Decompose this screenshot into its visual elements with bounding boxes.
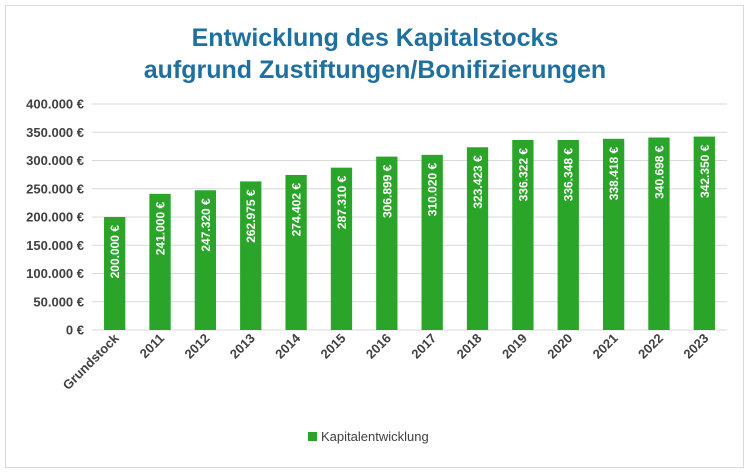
- bar-value-label: 336.348 €: [562, 148, 576, 202]
- y-tick-label: 400.000 €: [26, 97, 84, 112]
- chart-title-line-1: Entwicklung des Kapitalstocks: [192, 24, 559, 52]
- legend-label: Kapitalentwicklung: [321, 429, 429, 444]
- x-tick-label: 2016: [363, 331, 394, 362]
- bar-value-label: 342.350 €: [698, 144, 712, 198]
- bar: [240, 181, 262, 330]
- bar: [285, 174, 307, 330]
- bar: [557, 139, 579, 330]
- bar-value-label: 274.402 €: [290, 183, 304, 237]
- chart-title-line-2: aufgrund Zustiftungen/Bonifizierungen: [144, 56, 606, 84]
- bar-value-label: 200.000 €: [108, 225, 122, 279]
- y-tick-label: 100.000 €: [26, 266, 84, 281]
- y-axis-ticks: 0 € 50.000 € 100.000 € 150.000 € 200.000 € 25…: [26, 97, 84, 338]
- bar: [693, 136, 715, 330]
- bar: [421, 154, 443, 330]
- bar-value-label: 247.320 €: [199, 198, 213, 252]
- y-tick-label: 50.000 €: [33, 294, 84, 309]
- bars: [104, 136, 715, 330]
- bar-value-label: 287.310 €: [335, 175, 349, 229]
- bar-value-label: 306.899 €: [380, 164, 394, 218]
- bar: [376, 156, 398, 330]
- bar: [602, 138, 625, 330]
- bar: [648, 137, 670, 330]
- bar-value-label: 323.423 €: [471, 155, 485, 209]
- y-tick-label: 300.000 €: [26, 153, 84, 168]
- y-tick-label: 0 €: [66, 323, 84, 338]
- bar: [194, 190, 217, 330]
- bar-value-label: 241.000 €: [154, 202, 168, 256]
- x-tick-label: 2011: [137, 331, 168, 362]
- x-tick-label: Grundstock: [60, 330, 123, 393]
- x-tick-label: 2018: [454, 331, 485, 362]
- x-tick-label: 2015: [318, 331, 349, 362]
- x-tick-label: 2019: [499, 331, 530, 362]
- x-tick-label: 2022: [635, 331, 666, 362]
- bar-value-label: 340.698 €: [652, 145, 666, 199]
- y-tick-label: 200.000 €: [26, 210, 84, 225]
- x-tick-label: 2014: [272, 330, 304, 362]
- x-tick-label: 2020: [544, 331, 575, 362]
- x-tick-label: 2013: [227, 331, 258, 362]
- gridlines: [92, 103, 727, 331]
- legend: Kapitalentwicklung: [308, 429, 429, 444]
- x-tick-label: 2021: [590, 331, 621, 362]
- bar-value-label: 336.322 €: [516, 148, 530, 202]
- y-tick-label: 350.000 €: [26, 125, 84, 140]
- bar: [149, 193, 171, 330]
- y-tick-label: 150.000 €: [26, 238, 84, 253]
- x-tick-label: 2023: [680, 331, 711, 362]
- x-tick-label: 2012: [181, 331, 212, 362]
- x-tick-label: 2017: [408, 331, 439, 362]
- legend-swatch: [308, 432, 317, 441]
- y-tick-label: 250.000 €: [26, 181, 84, 196]
- bar: [466, 147, 489, 330]
- bar-value-label: 310.020 €: [426, 163, 440, 217]
- data-labels: 200.000 € 241.000 € 247.320 € 262.975 € 274.…: [108, 144, 712, 278]
- bar: [330, 167, 353, 330]
- bar-value-label: 262.975 €: [244, 189, 258, 243]
- bar: [512, 139, 534, 330]
- bar: [104, 217, 126, 330]
- x-axis-ticks: Grundstock 2011 2012 2013 2014 2015 2016 2017 20…: [60, 330, 712, 393]
- bar-value-label: 338.418 €: [607, 146, 621, 200]
